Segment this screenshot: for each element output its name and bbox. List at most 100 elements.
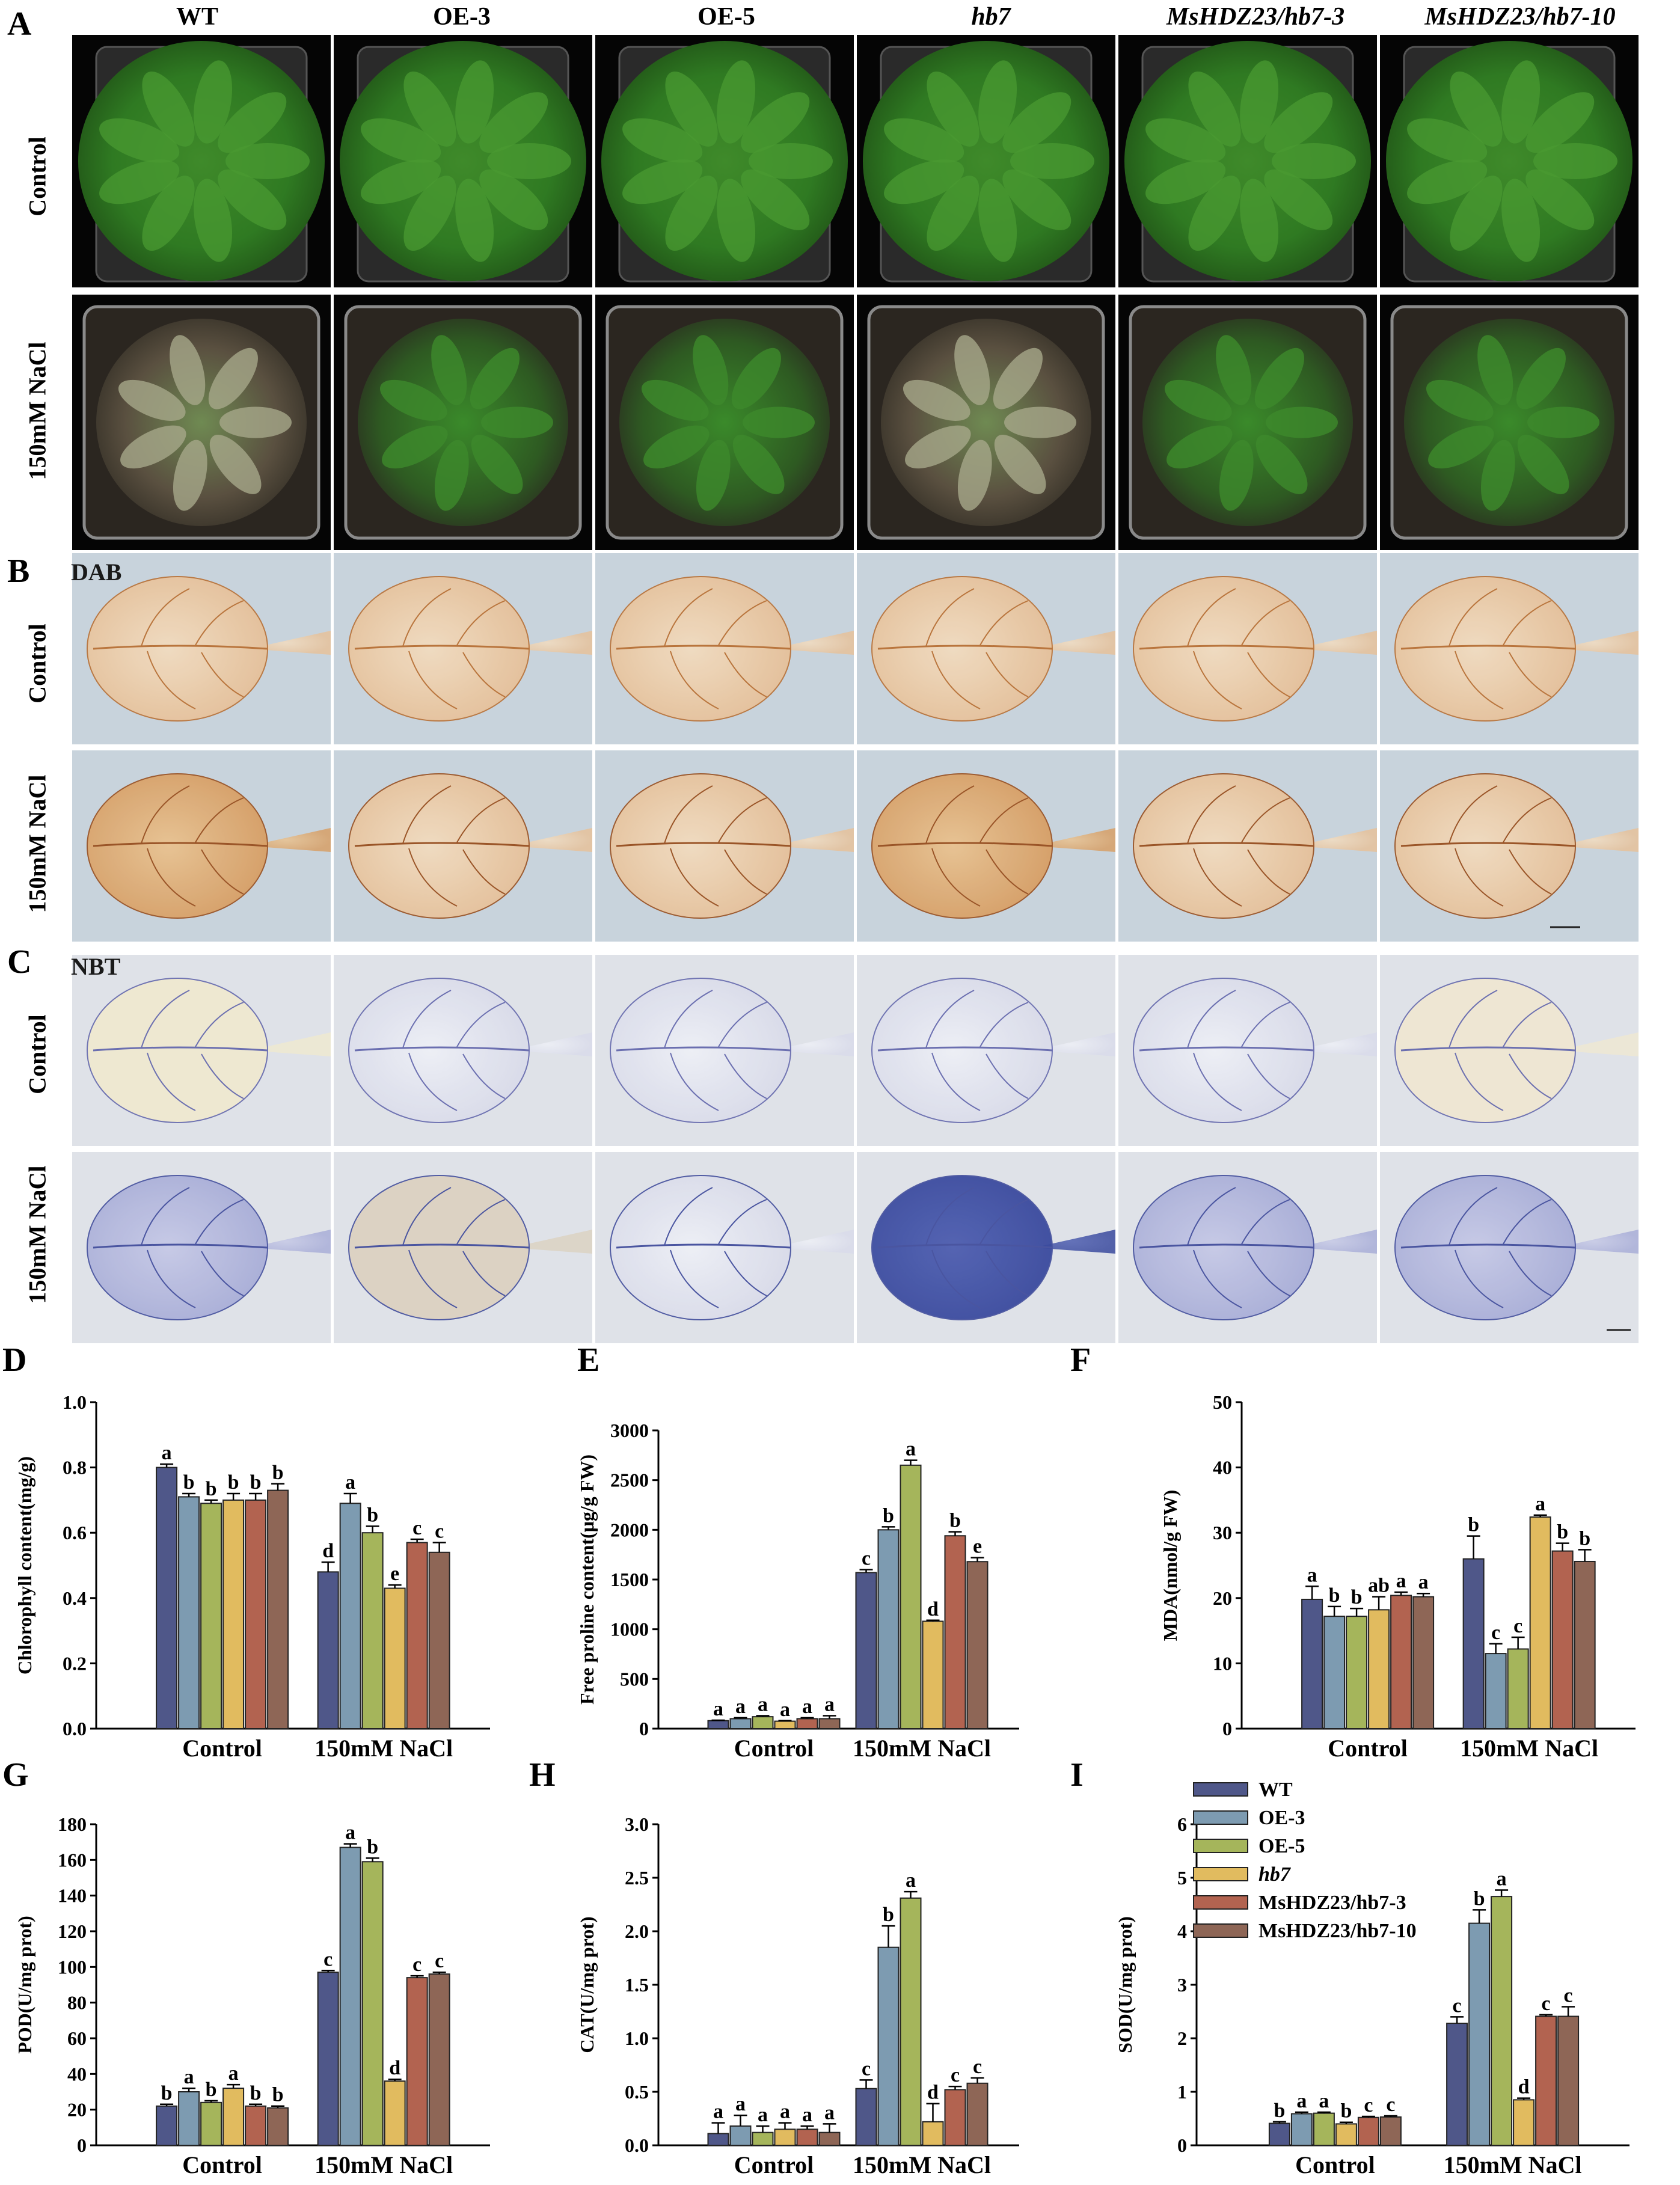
significance-letter: a [713, 1698, 723, 1720]
leaf-vein [1400, 1243, 1576, 1249]
x-category-label: 150mM NaCl [853, 1735, 991, 1762]
y-tick-label: 100 [58, 1956, 87, 1978]
leaf-blade [1394, 978, 1576, 1123]
significance-letter: c [862, 1547, 871, 1569]
leaf [749, 143, 833, 179]
leaf [1188, 176, 1241, 251]
y-axis-label: MDA(nmol/g FW) [1159, 1490, 1181, 1641]
stained-leaf-photo [1380, 750, 1639, 942]
leaf [903, 379, 970, 421]
y-axis-label: SOD(U/mg prot) [1114, 1916, 1136, 2053]
stained-leaf-photo [1118, 955, 1377, 1146]
leaf [1407, 118, 1488, 163]
significance-letter: a [1535, 1493, 1545, 1515]
significance-letter: c [1491, 1622, 1500, 1644]
leaf-blade [610, 1175, 791, 1320]
bar [1368, 1609, 1390, 1729]
leaf-petiole [773, 828, 854, 852]
bar [877, 1529, 900, 1729]
leaf-vein [925, 785, 1029, 907]
significance-letter: b [206, 2079, 217, 2101]
stained-leaf-photo [334, 1152, 592, 1343]
significance-letter: d [1518, 2076, 1530, 2098]
bar [156, 1466, 178, 1729]
significance-letter: a [802, 2104, 812, 2126]
leaf [403, 176, 456, 251]
leaf-petiole [250, 1032, 331, 1056]
significance-letter: b [272, 1462, 284, 1484]
leaf-blade [87, 1175, 268, 1320]
significance-letter: b [206, 1478, 217, 1500]
leaf-vein [402, 1187, 506, 1308]
leaf [1240, 179, 1279, 262]
y-tick-label: 5 [1177, 1867, 1187, 1889]
bar [707, 2133, 729, 2147]
leaf [1533, 143, 1617, 179]
bar [1535, 2015, 1557, 2147]
significance-letter: a [228, 2062, 239, 2085]
leaf-blade [871, 576, 1053, 722]
leaf [1264, 92, 1333, 153]
leaf-petiole [1557, 828, 1639, 852]
significance-letter: d [389, 2057, 400, 2079]
leaf-vein [354, 842, 530, 847]
y-tick-label: 1.5 [625, 1974, 649, 1996]
leaf [379, 379, 447, 421]
bar [1574, 1560, 1596, 1729]
significance-letter: c [973, 2056, 982, 2078]
bar [774, 2128, 796, 2147]
leaf-blade [871, 978, 1053, 1123]
bar [900, 1897, 922, 2146]
y-tick-label: 0.0 [63, 1718, 87, 1739]
bar [339, 1503, 361, 1729]
bar [1323, 1616, 1346, 1730]
leaf-vein [93, 645, 268, 650]
leaf [732, 435, 785, 494]
y-tick-label: 10 [1213, 1652, 1232, 1674]
bar [156, 2105, 178, 2146]
y-axis-label: Chlorophyll content(mg/g) [14, 1456, 35, 1675]
y-tick-label: 30 [1213, 1522, 1232, 1543]
significance-letter: a [162, 1442, 172, 1464]
leaf [219, 406, 292, 438]
bar [1491, 1896, 1513, 2147]
leaf-petiole [511, 1230, 592, 1254]
bar [361, 1861, 384, 2146]
leaf-petiole [773, 1032, 854, 1056]
significance-letter: a [1296, 2090, 1307, 2112]
row-label-a-nacl: 150mM NaCl [23, 342, 51, 480]
significance-letter: c [323, 1948, 333, 1970]
y-tick-label: 0.2 [63, 1652, 87, 1674]
leaf [1264, 169, 1333, 230]
significance-letter: b [1474, 1887, 1485, 1910]
leaf-vein [93, 1243, 268, 1249]
leaf [194, 60, 233, 144]
chart-panel-d: D 0.0 0.2 0.4 0.6 0.8 1.0 Chlorophyll content(m… [2, 1347, 490, 1762]
photo-panels [72, 35, 1639, 1343]
leaf [622, 118, 703, 163]
y-tick-label: 1.0 [63, 1391, 87, 1413]
y-tick-label: 1000 [610, 1619, 649, 1640]
leaf [665, 71, 718, 147]
leaf [717, 60, 756, 144]
leaf-vein [877, 645, 1053, 650]
bar [707, 1720, 729, 1729]
legend-swatch [1193, 1839, 1248, 1853]
photo-plant-pot [334, 295, 592, 550]
leaf [120, 425, 186, 469]
leaf-vein [1139, 645, 1314, 650]
leaf [1428, 425, 1494, 469]
bar [428, 1551, 450, 1729]
leaf-vein [877, 1243, 1053, 1249]
leaf [927, 71, 979, 147]
significance-letter: c [1564, 1984, 1573, 2006]
bar [1412, 1596, 1435, 1729]
y-tick-label: 2.0 [625, 1920, 649, 1942]
bar [1335, 2123, 1357, 2147]
bar [752, 1716, 774, 1729]
x-category-label: Control [734, 2151, 814, 2178]
leaf-blade [87, 773, 268, 919]
significance-letter: b [1351, 1586, 1363, 1608]
y-axis-label: POD(U/mg prot) [14, 1916, 35, 2054]
panel-letter: I [1070, 1756, 1084, 1794]
